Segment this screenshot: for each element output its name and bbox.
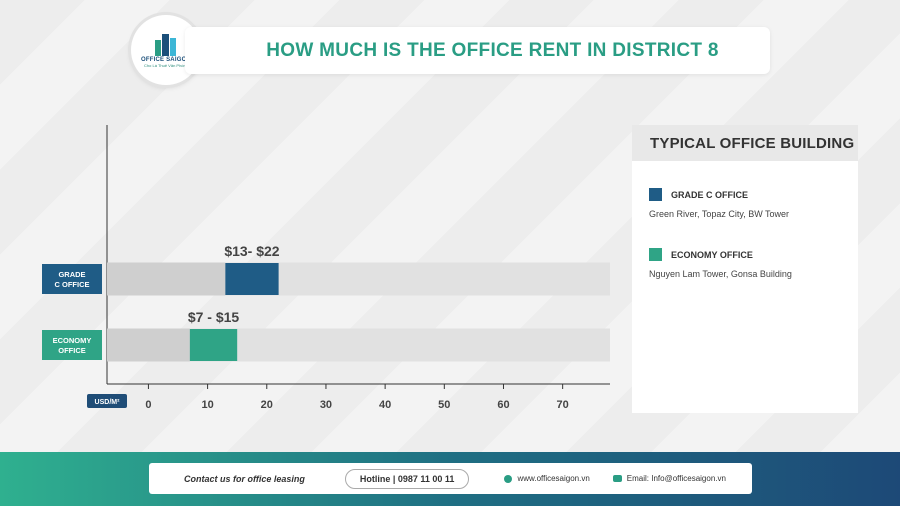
x-tick-label-2: 20 <box>261 399 273 411</box>
hotline-button[interactable]: Hotline | 0987 11 00 11 <box>344 468 470 489</box>
x-tick-label-1: 10 <box>201 399 213 411</box>
legend-desc-economy: Nguyen Lam Tower, Gonsa Building <box>649 269 792 279</box>
footer: Contact us for office leasing Hotline | … <box>0 452 900 506</box>
legend-label-economy: ECONOMY OFFICE <box>671 249 753 260</box>
x-tick-label-4: 40 <box>379 399 391 411</box>
range-bar-1 <box>189 329 238 361</box>
legend-label-grade-c: GRADE C OFFICE <box>671 189 749 200</box>
data-label-0: $13- $22 <box>224 243 279 259</box>
mail-icon <box>612 475 622 482</box>
category-box-1 <box>42 330 102 360</box>
footer-contact-bar: Contact us for office leasing Hotline | … <box>149 463 752 494</box>
track-fill-0 <box>107 262 226 296</box>
x-tick-label-6: 60 <box>497 399 509 411</box>
legend-desc-grade-c: Green River, Topaz City, BW Tower <box>649 209 790 219</box>
title-banner: HOW MUCH IS THE OFFICE RENT IN DISTRICT … <box>185 27 770 74</box>
globe-icon <box>504 474 513 483</box>
contact-text: Contact us for office leasing <box>184 473 305 484</box>
x-tick-label-3: 30 <box>320 399 332 411</box>
website-text: www.officesaigon.vn <box>517 474 590 483</box>
page-title: HOW MUCH IS THE OFFICE RENT IN DISTRICT … <box>266 39 719 61</box>
legend-panel: TYPICAL OFFICE BUILDING GRADE C OFFICE G… <box>632 125 858 413</box>
email-text: Email: Info@officesaigon.vn <box>626 474 726 483</box>
category-box-0 <box>42 264 102 294</box>
category-label-1-0: ECONOMY <box>53 336 92 345</box>
website-link[interactable]: www.officesaigon.vn <box>504 474 590 483</box>
x-tick-label-7: 70 <box>557 399 569 411</box>
logo-name: OFFICE SAIGON <box>141 57 191 63</box>
x-tick-label-0: 0 <box>145 399 151 411</box>
track-fill-1 <box>107 328 190 362</box>
legend-item-economy: ECONOMY OFFICE <box>649 248 753 261</box>
legend-swatch-grade-c <box>649 188 662 201</box>
building-logo-icon <box>155 34 176 56</box>
category-label-0-1: C OFFICE <box>55 280 90 289</box>
x-tick-label-5: 50 <box>438 399 450 411</box>
legend-title: TYPICAL OFFICE BUILDING <box>632 125 858 161</box>
email-link[interactable]: Email: Info@officesaigon.vn <box>612 474 726 483</box>
logo-tagline: Cho Lá Thuê Văn Phòng <box>144 63 188 68</box>
data-label-1: $7 - $15 <box>188 309 240 325</box>
unit-label: USD/M² <box>95 399 121 406</box>
category-label-1-1: OFFICE <box>58 346 86 355</box>
legend-item-grade-c: GRADE C OFFICE <box>649 188 748 201</box>
unit-badge <box>87 394 127 408</box>
range-bar-0 <box>225 263 279 295</box>
category-label-0-0: GRADE <box>58 270 85 279</box>
legend-swatch-economy <box>649 248 662 261</box>
